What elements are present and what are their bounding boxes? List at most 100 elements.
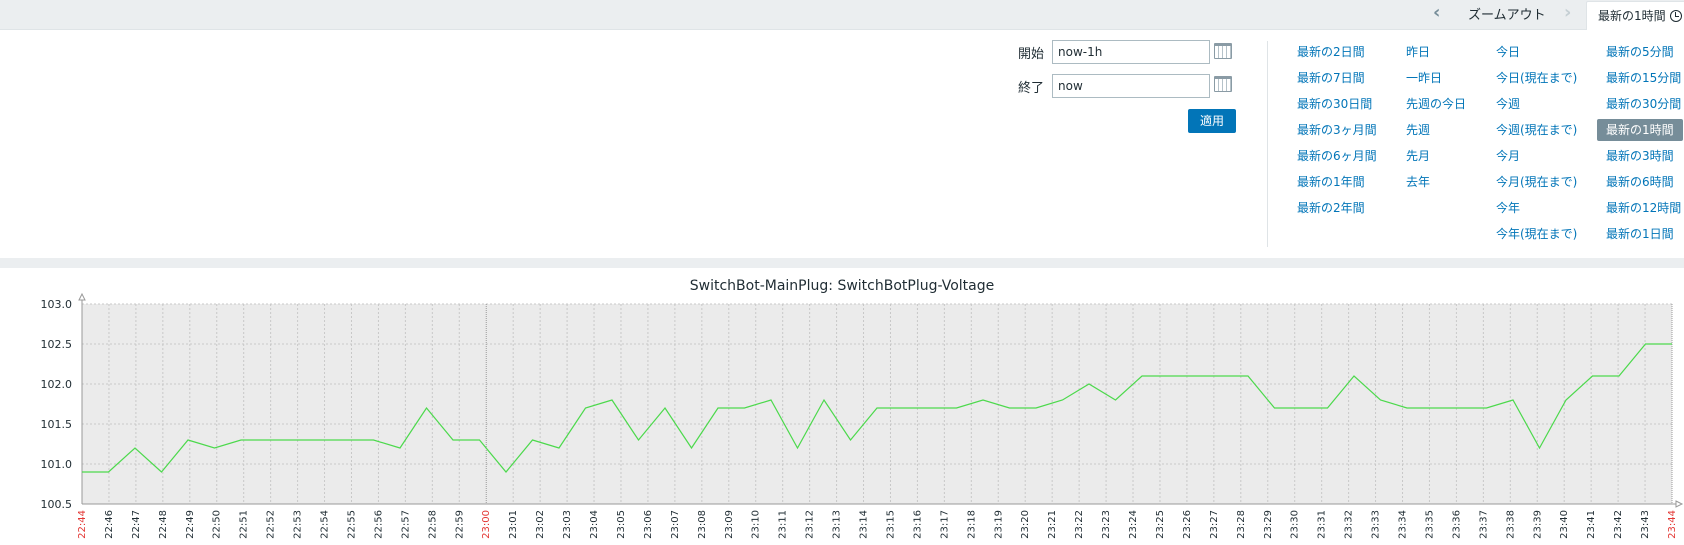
zoom-out-button[interactable]: ズームアウト bbox=[1468, 8, 1546, 23]
x-tick-label: 22:57 bbox=[400, 510, 411, 539]
quick-range-link[interactable]: 最新の2日間 bbox=[1297, 45, 1365, 59]
quick-range-link[interactable]: 最新の1年間 bbox=[1297, 175, 1365, 189]
quick-range-link[interactable]: 最新の2年間 bbox=[1297, 201, 1365, 215]
x-tick-label: 23:21 bbox=[1047, 510, 1058, 539]
y-tick-label: 103.0 bbox=[41, 298, 73, 311]
x-tick-label: 23:31 bbox=[1317, 510, 1328, 539]
voltage-line-chart: 100.5 101.0 101.5 102.0 102.5 103.0 22:44 22:46… bbox=[41, 292, 1684, 539]
quick-range-link[interactable]: 今年(現在まで) bbox=[1496, 227, 1578, 241]
quick-range-link-selected[interactable]: 最新の1時間 bbox=[1597, 119, 1683, 141]
quick-range-link[interactable]: 一昨日 bbox=[1406, 71, 1443, 85]
quick-range-link[interactable]: 先週の今日 bbox=[1406, 97, 1467, 111]
quick-range-link[interactable]: 最新の3時間 bbox=[1606, 149, 1674, 163]
x-tick-label: 22:54 bbox=[320, 510, 331, 539]
quick-range-link[interactable]: 去年 bbox=[1406, 175, 1431, 189]
apply-button[interactable]: 適用 bbox=[1188, 109, 1236, 133]
quick-range-link[interactable]: 最新の6ヶ月間 bbox=[1297, 149, 1377, 163]
x-tick-label: 23:38 bbox=[1505, 510, 1516, 539]
y-axis-arrow bbox=[78, 292, 86, 301]
quick-range-link[interactable]: 最新の1日間 bbox=[1606, 227, 1674, 241]
x-tick-label: 22:49 bbox=[185, 510, 196, 539]
voltage-series-line bbox=[82, 343, 1672, 473]
quick-range-link[interactable]: 最新の7日間 bbox=[1297, 71, 1365, 85]
x-tick-label: 23:03 bbox=[562, 510, 573, 539]
x-tick-label: 23:26 bbox=[1182, 510, 1193, 539]
quick-range-link[interactable]: 最新の6時間 bbox=[1606, 175, 1674, 189]
plot-area bbox=[82, 304, 1672, 504]
from-input[interactable] bbox=[1052, 40, 1210, 64]
chevron-right-icon[interactable]: › bbox=[1564, 2, 1572, 23]
x-tick-label: 22:59 bbox=[454, 510, 465, 539]
quick-range-link[interactable]: 先週 bbox=[1406, 123, 1431, 137]
quick-range-link[interactable]: 今月 bbox=[1496, 149, 1521, 163]
x-tick-label: 23:33 bbox=[1371, 510, 1382, 539]
x-tick-label: 23:15 bbox=[885, 510, 896, 539]
quick-range-link[interactable]: 今年 bbox=[1496, 201, 1521, 215]
x-tick-label: 23:37 bbox=[1478, 510, 1489, 539]
quick-range-link[interactable]: 最新の12時間 bbox=[1606, 201, 1682, 215]
quick-range-link[interactable]: 今日 bbox=[1496, 45, 1521, 59]
x-tick-label: 22:56 bbox=[373, 510, 384, 539]
from-calendar-icon[interactable] bbox=[1214, 43, 1232, 59]
chevron-left-icon[interactable]: ‹ bbox=[1433, 2, 1441, 23]
x-tick-label: 23:23 bbox=[1101, 510, 1112, 539]
x-tick-label: 22:48 bbox=[158, 510, 169, 539]
quick-range-link[interactable]: 最新の5分間 bbox=[1606, 45, 1674, 59]
quick-range-link[interactable]: 今週 bbox=[1496, 97, 1521, 111]
clock-icon bbox=[1669, 10, 1682, 22]
time-filter-panel: 開始 終了 適用 bbox=[0, 30, 1684, 258]
graph-panel: SwitchBot-MainPlug: SwitchBotPlug-Voltag… bbox=[0, 268, 1684, 542]
x-tick-label: 23:28 bbox=[1236, 510, 1247, 539]
section-separator bbox=[0, 258, 1684, 268]
x-tick-label: 23:35 bbox=[1424, 510, 1435, 539]
x-tick-label: 23:36 bbox=[1451, 510, 1462, 539]
x-tick-label: 23:04 bbox=[589, 510, 600, 539]
x-tick-label: 23:09 bbox=[724, 510, 735, 539]
time-range-tab[interactable]: 最新の1時間 bbox=[1586, 1, 1684, 30]
quick-range-link[interactable]: 今月(現在まで) bbox=[1496, 175, 1578, 189]
x-tick-label: 23:17 bbox=[939, 510, 950, 539]
x-tick-label: 23:06 bbox=[643, 510, 654, 539]
x-tick-label: 23:20 bbox=[1020, 510, 1031, 539]
y-tick-label: 100.5 bbox=[41, 498, 73, 511]
x-tick-label: 22:55 bbox=[346, 510, 357, 539]
x-tick-label: 23:02 bbox=[535, 510, 546, 539]
x-tick-label: 23:22 bbox=[1074, 510, 1085, 539]
quick-range-link[interactable]: 最新の30日間 bbox=[1297, 97, 1373, 111]
x-tick-label: 23:18 bbox=[966, 510, 977, 539]
x-tick-label: 23:25 bbox=[1155, 510, 1166, 539]
x-tick-label: 23:29 bbox=[1263, 510, 1274, 539]
quick-range-link[interactable]: 今日(現在まで) bbox=[1496, 71, 1578, 85]
quick-range-link[interactable]: 最新の30分間 bbox=[1606, 97, 1682, 111]
x-tick-label: 23:16 bbox=[912, 510, 923, 539]
x-tick-label: 23:27 bbox=[1209, 510, 1220, 539]
quick-range-link[interactable]: 昨日 bbox=[1406, 45, 1431, 59]
x-tick-label: 23:34 bbox=[1398, 510, 1409, 539]
quick-range-link[interactable]: 最新の3ヶ月間 bbox=[1297, 123, 1377, 137]
quick-range-link[interactable]: 先月 bbox=[1406, 149, 1431, 163]
timeline-top-bar: ‹ ズームアウト › 最新の1時間 bbox=[0, 0, 1684, 30]
to-calendar-icon[interactable] bbox=[1214, 76, 1232, 92]
filter-divider bbox=[1267, 41, 1268, 247]
graph-title: SwitchBot-MainPlug: SwitchBotPlug-Voltag… bbox=[689, 278, 995, 294]
x-tick-label: 22:50 bbox=[212, 510, 223, 539]
x-tick-label: 23:19 bbox=[993, 510, 1004, 539]
x-tick-label: 23:07 bbox=[670, 510, 681, 539]
to-input[interactable] bbox=[1052, 74, 1210, 98]
y-tick-label: 102.0 bbox=[41, 378, 73, 391]
x-tick-label: 23:00 bbox=[481, 510, 492, 539]
x-tick-label: 23:13 bbox=[832, 510, 843, 539]
quick-range-link[interactable]: 最新の15分間 bbox=[1606, 71, 1682, 85]
x-tick-label: 22:46 bbox=[104, 510, 115, 539]
x-tick-label: 22:44 bbox=[77, 510, 88, 539]
x-tick-label: 23:42 bbox=[1613, 510, 1624, 539]
quick-range-link[interactable]: 今週(現在まで) bbox=[1496, 123, 1578, 137]
time-range-tab-label: 最新の1時間 bbox=[1598, 9, 1666, 23]
to-label: 終了 bbox=[1018, 81, 1045, 96]
x-tick-label: 23:44 bbox=[1667, 510, 1678, 539]
x-tick-label: 23:32 bbox=[1344, 510, 1355, 539]
x-tick-label: 23:30 bbox=[1290, 510, 1301, 539]
x-tick-label: 23:01 bbox=[508, 510, 519, 539]
y-tick-label: 101.5 bbox=[41, 418, 73, 431]
x-axis-arrow bbox=[1675, 500, 1684, 508]
